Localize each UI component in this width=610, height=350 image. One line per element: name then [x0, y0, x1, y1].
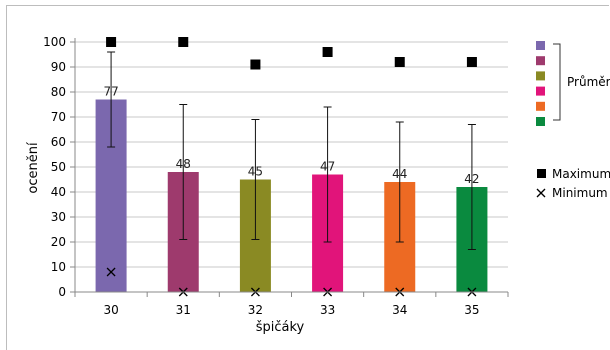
legend-swatch	[536, 71, 545, 81]
y-tick-label: 50	[51, 160, 66, 174]
x-axis-title: špičáky	[256, 320, 305, 335]
y-tick-label: 90	[51, 60, 66, 74]
x-tick-label: 35	[464, 303, 479, 317]
legend-label-mean: Průměr	[567, 75, 610, 89]
legend-bracket	[553, 43, 561, 121]
max-marker	[250, 59, 261, 70]
max-marker	[178, 37, 189, 47]
legend-swatch	[536, 117, 545, 126]
legend-swatch	[536, 101, 545, 111]
data-label: 77	[103, 85, 118, 99]
gridlines	[75, 41, 508, 268]
y-tick-label: 100	[43, 35, 66, 49]
max-marker	[322, 47, 333, 57]
y-tick-label: 70	[51, 110, 66, 124]
data-label: 44	[392, 167, 407, 181]
y-tick-label: 0	[58, 285, 66, 299]
legend-swatches	[536, 41, 545, 126]
legend-max-marker	[537, 169, 546, 178]
legend: Průměr Maximum Minimum	[536, 41, 610, 200]
max-marker	[394, 57, 405, 67]
x-tick-label: 34	[392, 303, 407, 317]
max-marker	[106, 37, 117, 47]
y-axis-title: ocenění	[26, 142, 41, 194]
data-label: 45	[248, 165, 263, 179]
legend-swatch	[536, 86, 545, 96]
bars	[95, 99, 488, 292]
data-labels: 77 48 45 47 44 42	[103, 85, 479, 187]
min-marker-stroke	[106, 267, 116, 277]
x-tick-label: 30	[103, 303, 118, 317]
chart-frame	[6, 5, 609, 350]
max-marker	[466, 57, 477, 67]
legend-min-marker	[536, 188, 546, 198]
y-tick-label: 10	[51, 260, 66, 274]
error-bars	[107, 51, 476, 250]
axes: 0 10 20 30 40 50 60 70 80 90 100 30 31 32 33 34 35	[43, 35, 509, 317]
data-label: 42	[464, 172, 479, 186]
min-marker	[106, 267, 116, 277]
legend-label-maximum: Maximum	[552, 167, 610, 181]
legend-swatch	[536, 56, 545, 66]
y-tick-label: 40	[51, 185, 66, 199]
x-tick-label: 32	[248, 303, 263, 317]
y-tick-label: 80	[51, 85, 66, 99]
legend-label-minimum: Minimum	[552, 186, 608, 200]
x-tick-label: 33	[320, 303, 335, 317]
x-tick-label: 31	[176, 303, 191, 317]
y-tick-label: 30	[51, 210, 66, 224]
y-tick-label: 60	[51, 135, 66, 149]
y-tick-label: 20	[51, 235, 66, 249]
legend-swatch	[536, 41, 545, 50]
data-label: 48	[176, 157, 191, 171]
data-label: 47	[320, 160, 335, 174]
